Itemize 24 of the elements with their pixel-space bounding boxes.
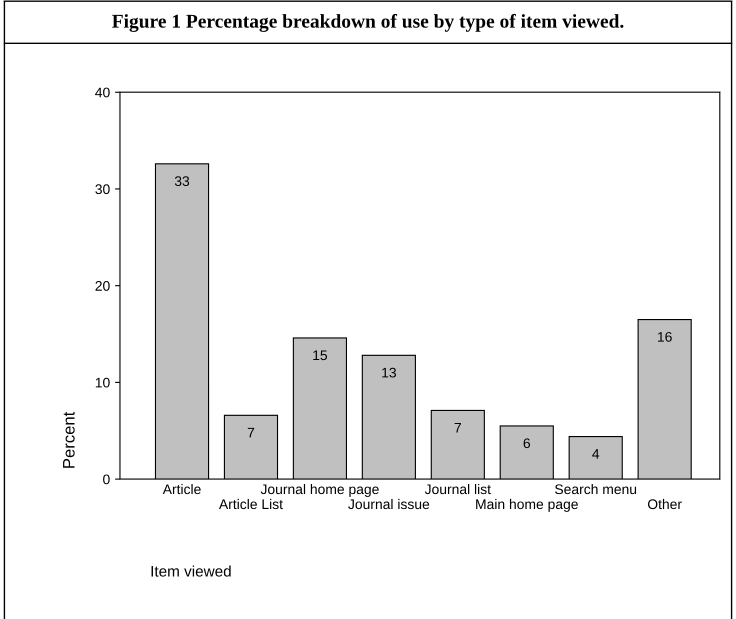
x-tick-label: Journal home page: [260, 484, 379, 497]
x-tick-label: Journal list: [424, 484, 491, 494]
x-tick-label: Journal issue: [348, 498, 430, 510]
y-tick-label: 0: [103, 474, 110, 484]
y-tick-label: 40: [95, 88, 110, 98]
data-label: 6: [524, 438, 530, 448]
data-label: 7: [454, 423, 461, 433]
x-tick-label: Other: [648, 498, 682, 510]
data-label: 13: [382, 368, 396, 378]
data-label: 7: [248, 428, 254, 438]
x-tick-label: Search menu: [555, 484, 636, 494]
x-tick-label: Main home page: [476, 498, 578, 512]
data-label: 15: [313, 350, 328, 360]
x-tick-label: Article List: [218, 498, 283, 510]
y-axis-title: Percent: [63, 412, 75, 468]
y-tick-label: 10: [96, 378, 110, 388]
data-label: 33: [174, 176, 190, 186]
data-label: 16: [658, 332, 672, 342]
data-label: 4: [592, 449, 600, 459]
x-tick-label: Article: [162, 484, 201, 494]
chart-title: Figure 1 Percentage breakdown of use by type of item viewed.: [112, 14, 624, 32]
y-tick-label: 20: [96, 281, 110, 291]
x-axis-title: Item viewed: [152, 565, 231, 577]
y-tick-label: 30: [95, 184, 110, 194]
